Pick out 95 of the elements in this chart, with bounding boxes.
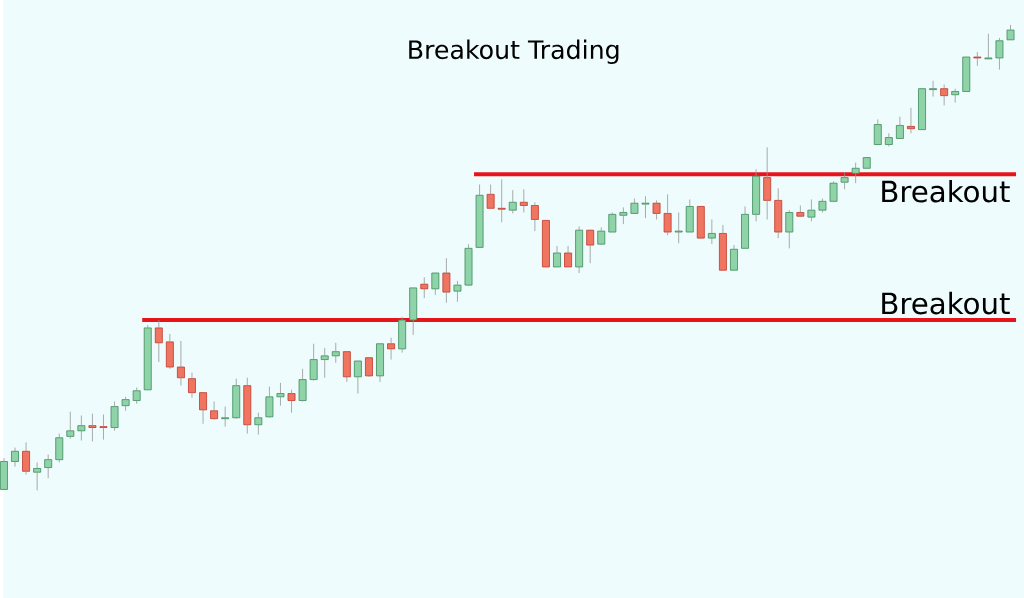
candlestick xyxy=(564,245,572,268)
candlestick xyxy=(807,199,816,222)
candlestick xyxy=(730,244,738,271)
candlestick xyxy=(165,333,174,370)
candlestick xyxy=(442,257,451,304)
candlestick xyxy=(475,184,484,248)
candlestick xyxy=(409,287,418,336)
candlestick xyxy=(365,357,373,377)
candlestick xyxy=(929,80,938,97)
candlestick xyxy=(718,224,727,271)
candlestick xyxy=(973,51,982,67)
candlestick xyxy=(962,56,971,92)
candlestick xyxy=(575,226,584,274)
candlestick xyxy=(597,226,606,245)
candlestick xyxy=(210,401,219,420)
candlestick xyxy=(486,184,495,209)
candlestick xyxy=(674,212,683,244)
candlestick xyxy=(840,172,849,190)
candlestick xyxy=(342,351,351,383)
candlestick xyxy=(298,368,307,401)
candlestick xyxy=(774,187,783,239)
candlestick xyxy=(652,199,661,220)
candlestick xyxy=(829,180,838,202)
ref-line-label: Breakout xyxy=(882,179,1010,203)
candlestick xyxy=(530,201,539,232)
candlestick xyxy=(376,343,384,383)
candlestick xyxy=(464,243,473,286)
candlestick xyxy=(154,319,163,363)
candlestick xyxy=(707,219,716,245)
candlestick xyxy=(984,33,993,60)
candlestick xyxy=(199,392,207,425)
candlestick xyxy=(88,413,97,442)
candlestick xyxy=(110,401,119,432)
candlestick xyxy=(895,116,904,139)
candlestick xyxy=(77,415,86,441)
candlestick xyxy=(630,198,639,214)
candlestick xyxy=(254,412,263,435)
candlestick xyxy=(431,272,440,296)
candlestick xyxy=(696,206,705,239)
candlestick xyxy=(862,157,871,169)
candlestick xyxy=(907,107,915,134)
candlestick xyxy=(785,209,794,249)
candlestick xyxy=(884,132,893,147)
candlestick xyxy=(586,229,595,264)
candlestick xyxy=(22,442,30,475)
candlestick xyxy=(132,387,141,405)
candlestick xyxy=(398,316,407,353)
candlestick xyxy=(420,276,429,299)
candlestick xyxy=(176,340,185,387)
ref-line-label: Breakout xyxy=(882,291,1010,315)
candlestick xyxy=(33,462,42,491)
candlestick xyxy=(553,245,561,268)
candlestick xyxy=(232,378,241,419)
candlestick xyxy=(243,377,252,434)
candlestick xyxy=(663,193,672,236)
candlestick xyxy=(685,199,694,233)
candlestick xyxy=(276,382,285,407)
candlestick xyxy=(309,343,318,380)
candlestick xyxy=(143,324,152,391)
candlestick xyxy=(508,189,517,214)
candlestick xyxy=(641,195,650,219)
candlestick xyxy=(796,205,805,217)
candlestick xyxy=(121,396,130,412)
candlestick xyxy=(55,433,64,463)
candlestick xyxy=(763,146,772,220)
candlestick xyxy=(741,206,749,249)
candlestick xyxy=(287,389,296,414)
candlestick xyxy=(752,168,761,222)
candlestick xyxy=(995,37,1004,70)
candlestick xyxy=(497,179,506,223)
candlestick xyxy=(873,119,882,145)
candlestick xyxy=(918,88,926,131)
text: Breakout Trading xyxy=(409,39,619,65)
candlestick xyxy=(221,406,230,427)
candlestick xyxy=(519,188,528,213)
candlestick xyxy=(619,206,628,225)
candlestick xyxy=(99,414,108,441)
candlestick xyxy=(44,454,53,479)
candlestick xyxy=(320,347,329,379)
candlestick xyxy=(353,360,362,394)
candlestick xyxy=(951,88,960,104)
candlestick xyxy=(453,280,462,303)
candlestick xyxy=(940,84,949,106)
candlestick xyxy=(188,372,196,399)
candlestick xyxy=(0,457,8,490)
candlestick xyxy=(542,220,550,268)
candlestick xyxy=(11,447,19,468)
candlestick xyxy=(331,342,340,364)
candlestick xyxy=(387,337,396,360)
candlestick xyxy=(608,212,617,233)
candlestick xyxy=(851,162,860,184)
candlestick xyxy=(818,198,827,213)
candlestick xyxy=(66,411,75,440)
candlestick xyxy=(265,386,274,418)
candlestick xyxy=(1006,24,1015,41)
